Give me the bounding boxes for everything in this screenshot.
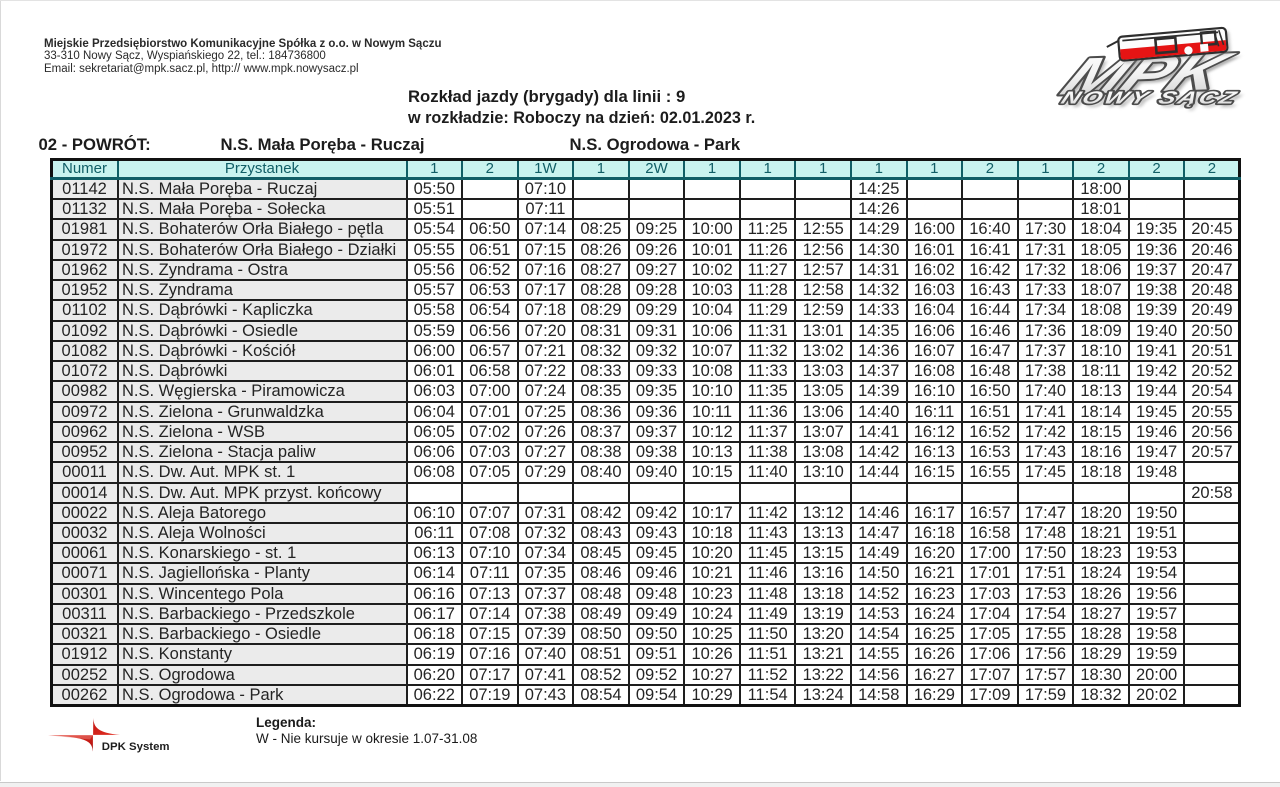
svg-text:DPK System: DPK System — [102, 741, 170, 753]
svg-text:NOWY SĄCZ: NOWY SĄCZ — [1058, 88, 1242, 108]
svg-text:NOWY SĄCZ: NOWY SĄCZ — [1058, 88, 1242, 108]
svg-text:NOWY SĄCZ: NOWY SĄCZ — [1062, 91, 1246, 111]
